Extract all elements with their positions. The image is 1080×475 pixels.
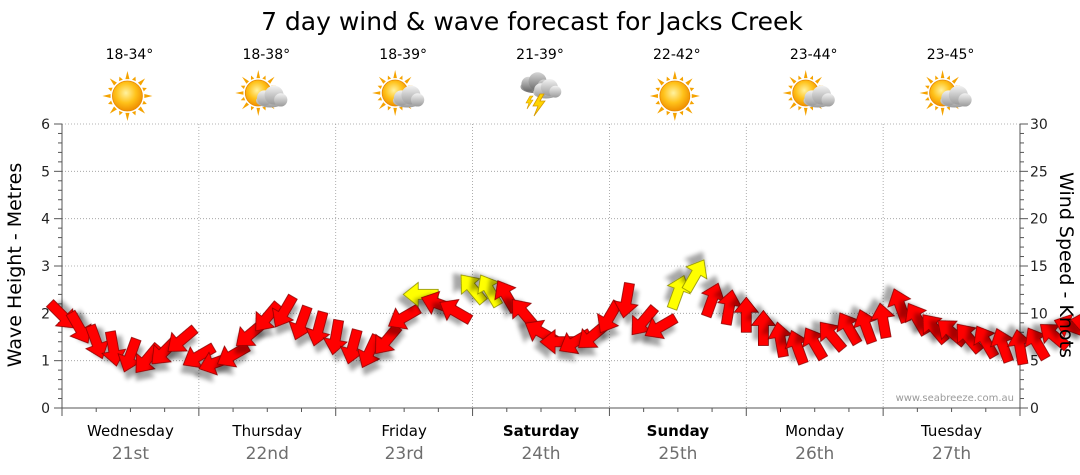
wind-arrow: [288, 304, 313, 341]
day-name-label: Monday: [785, 422, 844, 440]
y-tick-label-left: 6: [41, 117, 50, 133]
temperature-range: 18-39°: [379, 47, 427, 63]
sun-rays: [649, 71, 700, 121]
day-name-label: Saturday: [503, 422, 580, 440]
wind-arrow: [819, 321, 848, 353]
day-date-label: 24th: [521, 444, 560, 464]
wind-arrow: [1039, 324, 1072, 352]
y-tick-label-left: 1: [41, 354, 50, 370]
wind-arrow: [887, 288, 912, 324]
cloud: [940, 85, 972, 108]
wind-arrow: [681, 259, 708, 294]
day-name-label: Thursday: [231, 422, 302, 440]
y-tick-label-right: 30: [1030, 117, 1048, 133]
wind-arrow: [167, 324, 199, 352]
wind-arrow: [477, 274, 504, 309]
sun-icon: [649, 71, 700, 121]
temperature-range: 18-38°: [242, 47, 290, 63]
day-name-label: Friday: [381, 422, 427, 440]
wind-arrow: [784, 329, 809, 366]
y-tick-label-right: 15: [1030, 259, 1048, 275]
sun-rays: [782, 70, 829, 116]
wind-arrow: [733, 296, 760, 333]
wind-arrow: [956, 323, 984, 355]
y-tick-label-right: 5: [1030, 354, 1039, 370]
y-axis-left-label: Wave Height - Metres: [4, 163, 26, 367]
temperature-range: 21-39°: [516, 47, 564, 63]
temperature-range: 23-45°: [927, 47, 975, 63]
cloud: [533, 78, 562, 99]
y-tick-label-left: 2: [41, 306, 50, 322]
sun-cloud-icon: [782, 70, 835, 116]
cloud: [392, 85, 425, 108]
wind-arrow: [631, 304, 659, 336]
weather-row: 18-34° 18-38° 18-39° 21-39° 22-42° 23-44° 23-4…: [102, 47, 974, 121]
day-date-label: 21st: [112, 444, 149, 464]
axes: 0 1 2 3 4 5 6 0 5 10 15 20 25 30: [41, 117, 1048, 417]
wind-arrow: [750, 309, 777, 346]
cloud: [803, 85, 835, 108]
grid: [62, 123, 1020, 408]
day-name-label: Tuesday: [920, 422, 982, 440]
sun-rays: [102, 71, 153, 121]
wind-arrow: [117, 336, 142, 373]
y-tick-label-right: 0: [1030, 401, 1039, 417]
storm-icon: [520, 72, 562, 117]
day-date-label: 25th: [658, 444, 697, 464]
y-axis-right-label: Wind Speed - Knots: [1055, 172, 1077, 358]
day-date-label: 22nd: [246, 444, 289, 464]
wind-arrow: [375, 323, 403, 355]
y-tick-label-left: 3: [41, 259, 50, 275]
wind-arrow: [989, 328, 1015, 364]
y-tick-label-left: 0: [41, 401, 50, 417]
wind-arrow: [322, 318, 348, 356]
day-name-label: Wednesday: [87, 422, 174, 440]
cloud: [256, 85, 288, 108]
credit-text: www.seabreeze.com.au: [896, 393, 1014, 404]
day-date-label: 27th: [932, 444, 971, 464]
temperature-range: 23-44°: [790, 47, 838, 63]
day-labels: Wednesday 21st Thursday 22nd Friday 23rd Satur…: [87, 422, 982, 464]
day-date-label: 26th: [795, 444, 834, 464]
wind-arrow: [716, 289, 743, 326]
wind-arrow: [700, 282, 726, 319]
y-tick-label-right: 20: [1030, 212, 1048, 228]
wind-arrow: [836, 312, 863, 347]
wind-arrow: [973, 325, 1000, 360]
wind-arrow: [387, 303, 422, 330]
sun-icon: [102, 71, 153, 121]
wind-arrow: [339, 328, 365, 365]
wind-arrow: [460, 274, 488, 306]
sun-cloud-icon: [372, 70, 425, 116]
temperature-range: 18-34°: [106, 47, 154, 63]
wind-arrow: [216, 341, 251, 368]
temperature-range: 22-42°: [653, 47, 701, 63]
chart-title: 7 day wind & wave forecast for Jacks Cre…: [261, 7, 803, 36]
sun-cloud-icon: [235, 70, 288, 116]
sun-cloud-icon: [919, 70, 972, 116]
y-tick-label-left: 5: [41, 164, 50, 180]
wind-arrow: [305, 310, 331, 347]
wind-arrow: [853, 309, 878, 345]
wind-arrow: [644, 313, 679, 339]
day-date-label: 23rd: [385, 444, 424, 464]
wind-arrow: [870, 302, 896, 339]
wind-arrow: [613, 282, 639, 319]
y-tick-label-left: 4: [41, 212, 50, 228]
wind-arrow: [85, 323, 110, 360]
y-tick-label-right: 10: [1030, 306, 1048, 322]
wind-arrows: [45, 259, 1080, 376]
y-tick-label-right: 25: [1030, 164, 1048, 180]
wind-arrow: [439, 299, 474, 325]
wind-arrow: [182, 342, 217, 369]
wind-arrow: [271, 293, 298, 328]
day-name-label: Sunday: [647, 422, 710, 440]
